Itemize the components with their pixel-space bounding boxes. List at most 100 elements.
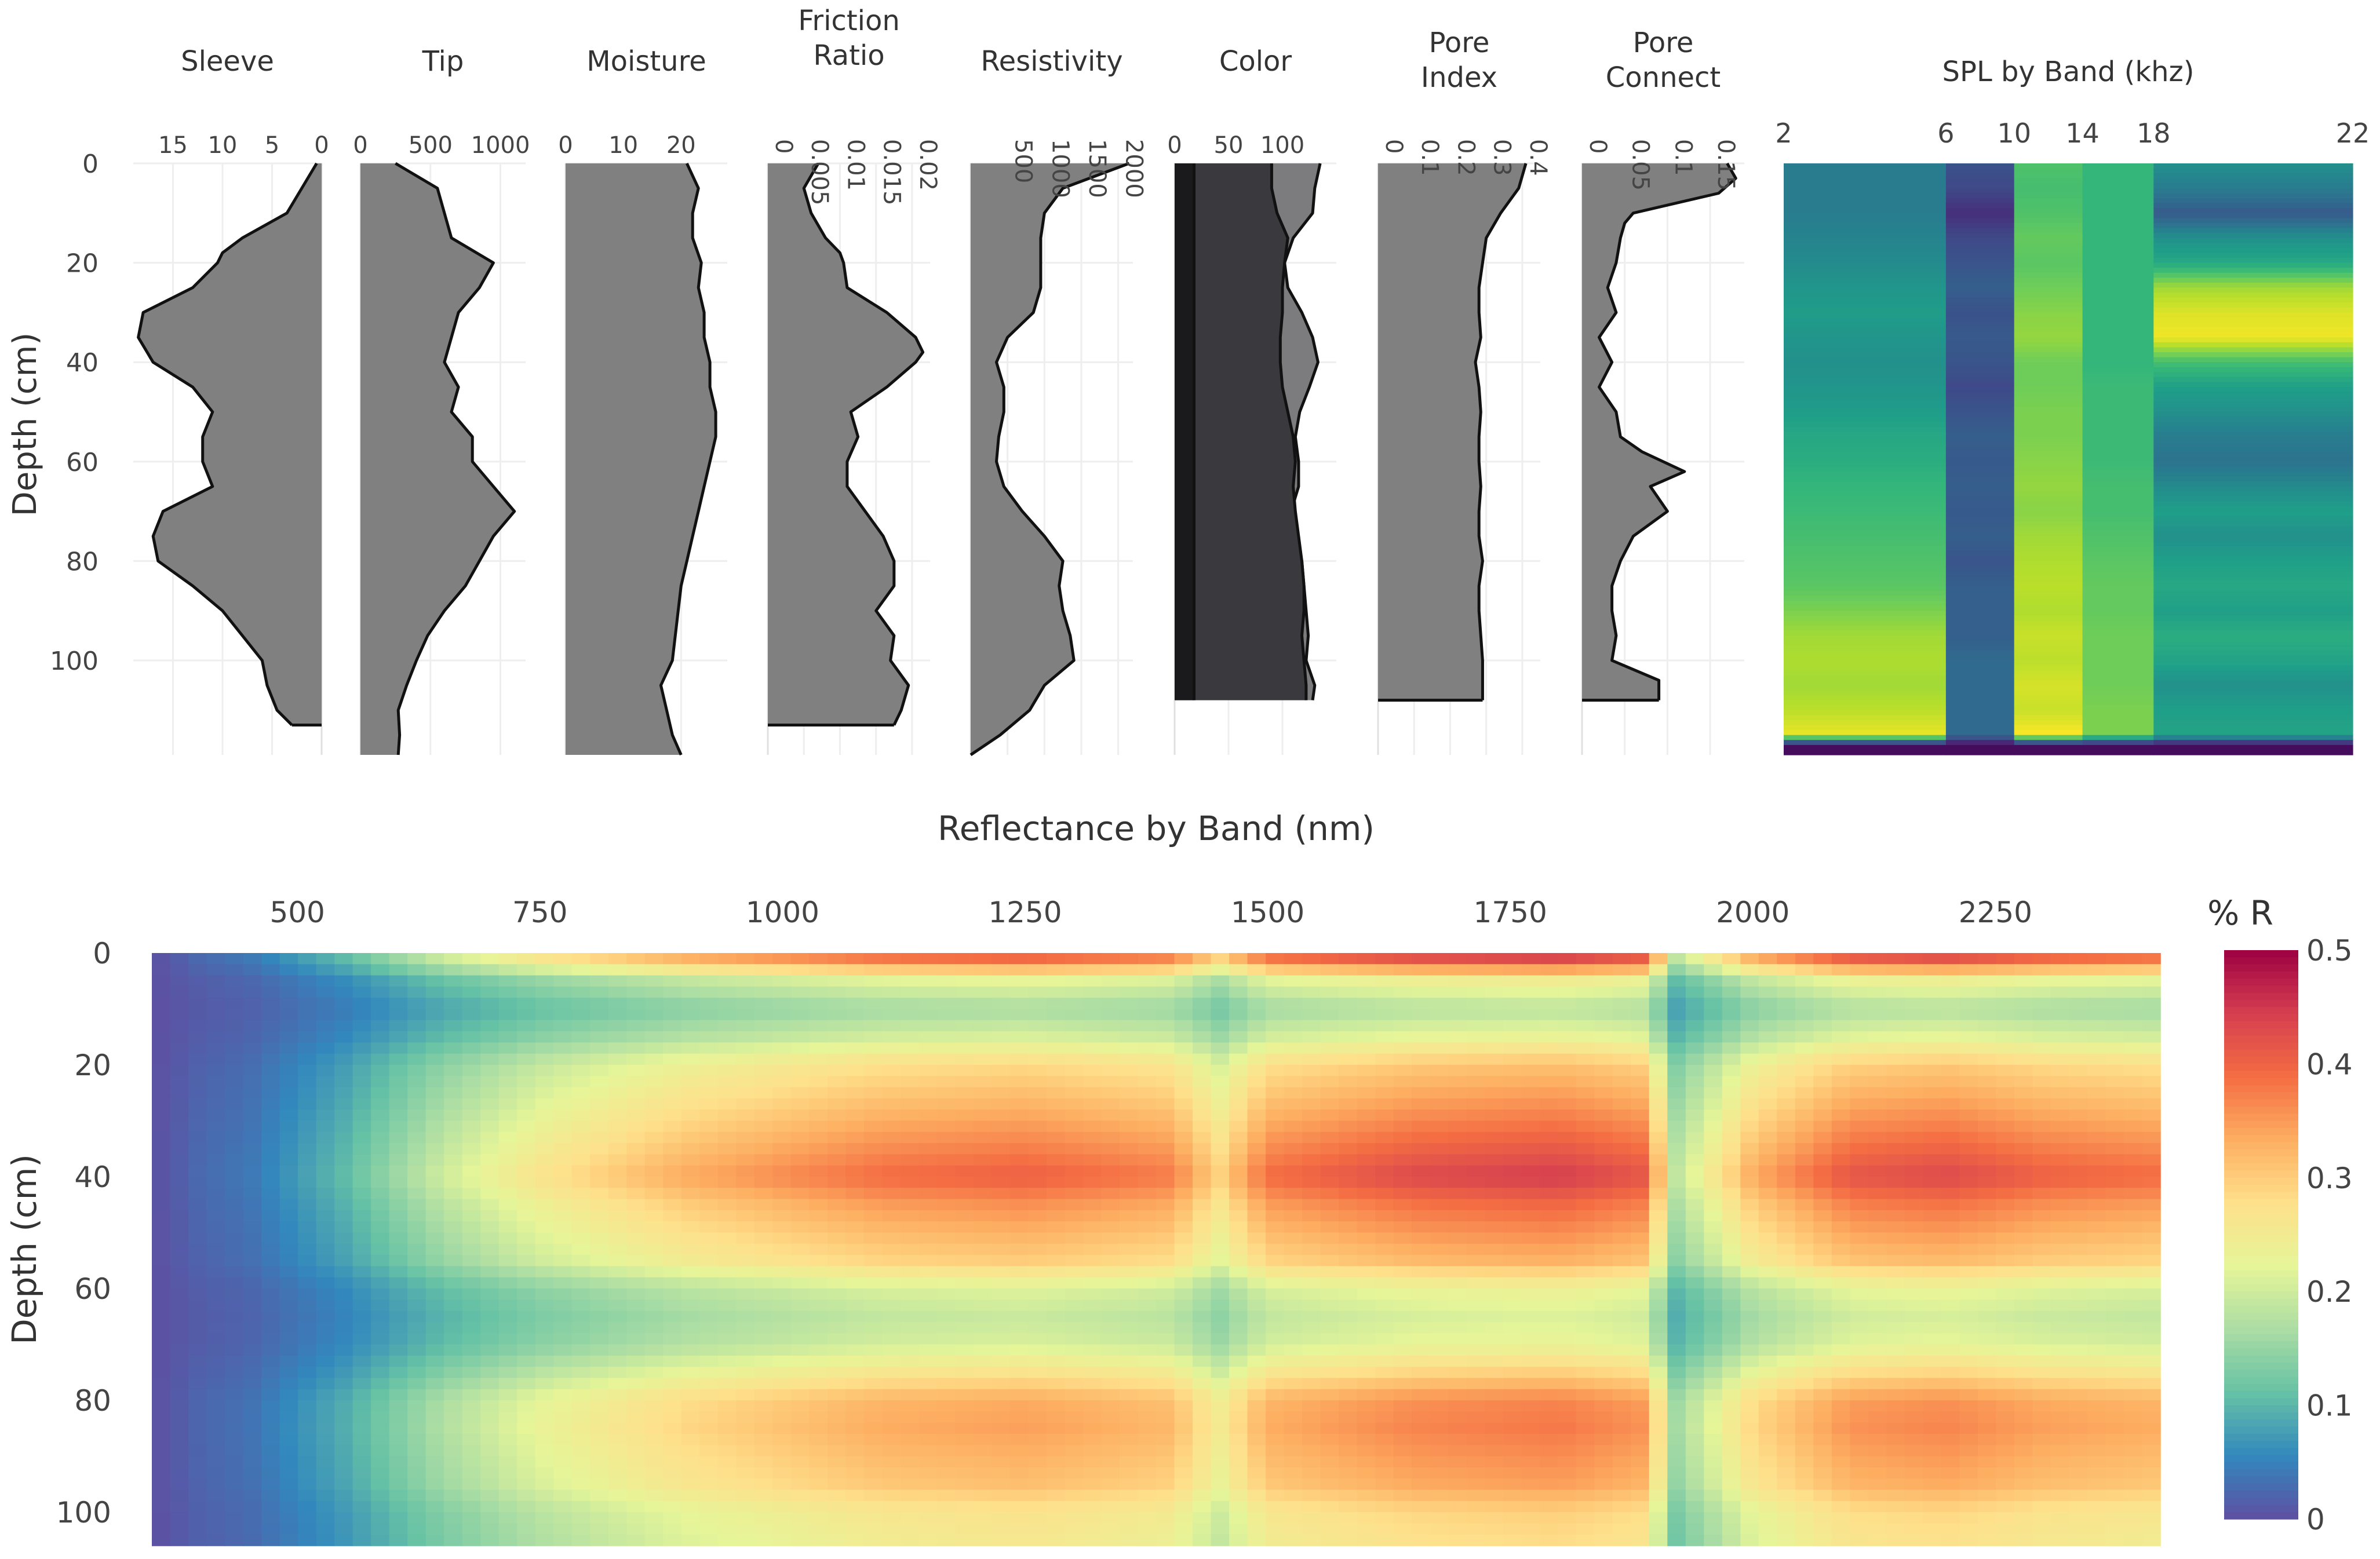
reflectance-cell: [772, 1199, 792, 1211]
reflectance-cell: [717, 1177, 737, 1189]
reflectance-cell: [1156, 1188, 1175, 1200]
reflectance-cell: [553, 1255, 573, 1267]
spl-cell: [2082, 233, 2154, 239]
reflectance-cell: [699, 1355, 719, 1367]
reflectance-cell: [2014, 1299, 2033, 1312]
reflectance-cell: [608, 1299, 627, 1312]
reflectance-cell: [1339, 986, 1358, 998]
reflectance-cell: [188, 998, 207, 1010]
reflectance-cell: [1685, 1344, 1705, 1356]
reflectance-cell: [1065, 1255, 1084, 1267]
reflectance-cell: [1539, 1288, 1558, 1301]
reflectance-cell: [2087, 1042, 2106, 1054]
reflectance-cell: [809, 1255, 828, 1267]
reflectance-cell: [407, 1188, 427, 1200]
reflectance-cell: [644, 1355, 664, 1367]
reflectance-cell: [1065, 1299, 1084, 1312]
reflectance-cell: [1831, 1199, 1851, 1211]
spl-cell: [1945, 198, 2015, 204]
reflectance-cell: [1631, 998, 1650, 1010]
reflectance-cell: [955, 1020, 974, 1032]
reflectance-cell: [2142, 1165, 2161, 1177]
reflectance-cell: [2124, 1288, 2143, 1301]
reflectance-cell: [1339, 1076, 1358, 1088]
reflectance-cell: [1302, 1165, 1321, 1177]
reflectance-cell: [863, 1165, 883, 1177]
reflectance-cell: [571, 1177, 591, 1189]
reflectance-cell: [334, 1165, 353, 1177]
reflectance-cell: [462, 1255, 481, 1267]
reflectance-cell: [389, 1378, 408, 1390]
reflectance-cell: [170, 1143, 189, 1155]
reflectance-cell: [973, 964, 993, 976]
reflectance-cell: [992, 1131, 1011, 1144]
reflectance-cell: [498, 1177, 517, 1189]
spl-cell: [1784, 491, 1947, 497]
reflectance-cell: [992, 1087, 1011, 1099]
spl-cell: [1784, 297, 1947, 303]
reflectance-cell: [900, 1031, 920, 1043]
reflectance-cell: [1521, 1177, 1540, 1189]
reflectance-cell: [900, 1333, 920, 1345]
reflectance-cell: [1996, 1109, 2015, 1122]
reflectance-cell: [517, 1098, 536, 1110]
reflectance-cell: [663, 1367, 682, 1379]
reflectance-cell: [845, 1367, 865, 1379]
spl-cell: [2153, 282, 2353, 289]
spl-cell: [1945, 168, 2015, 174]
reflectance-cell: [936, 975, 956, 987]
reflectance-cell: [1594, 1243, 1613, 1255]
reflectance-cell: [407, 1210, 427, 1222]
reflectance-cell: [1941, 1109, 1960, 1122]
reflectance-cell: [1612, 1232, 1631, 1244]
reflectance-cell: [1138, 1322, 1157, 1334]
reflectance-cell: [1685, 1277, 1705, 1289]
reflectance-cell: [571, 1131, 591, 1144]
reflectance-cell: [1412, 1120, 1431, 1133]
reflectance-cell: [517, 1199, 536, 1211]
reflectance-cell: [425, 1031, 444, 1043]
reflectance-cell: [1083, 964, 1102, 976]
reflectance-cell: [1758, 1131, 1778, 1144]
reflectance-cell: [1850, 1299, 1869, 1312]
reflectance-cell: [827, 975, 847, 987]
spl-cell: [1945, 526, 2015, 532]
reflectance-cell: [882, 1065, 901, 1077]
reflectance-cell: [1777, 1053, 1796, 1065]
reflectance-cell: [1393, 953, 1412, 965]
reflectance-cell: [1357, 1344, 1376, 1356]
reflectance-cell: [1284, 1143, 1303, 1155]
spl-cell: [2014, 501, 2083, 507]
reflectance-cell: [1631, 1131, 1650, 1144]
reflectance-cell: [1174, 986, 1193, 998]
reflectance-cell: [1485, 1367, 1504, 1379]
reflectance-cell: [243, 1277, 262, 1289]
reflectance-cell: [1868, 1310, 1887, 1323]
reflectance-cell: [1795, 1188, 1814, 1200]
reflectance-cell: [1959, 1367, 1978, 1379]
reflectance-cell: [644, 1098, 664, 1110]
reflectance-cell: [1046, 1188, 1066, 1200]
spl-cell: [2082, 362, 2154, 368]
profile-line: [1474, 163, 1528, 700]
reflectance-cell: [352, 1288, 371, 1301]
reflectance-cell: [1813, 1087, 1832, 1099]
reflectance-cell: [480, 1333, 500, 1345]
reflectance-cell: [2050, 1120, 2070, 1133]
reflectance-cell: [1831, 1154, 1851, 1166]
reflectance-cell: [1850, 1165, 1869, 1177]
reflectance-cell: [1229, 953, 1248, 965]
reflectance-cell: [1941, 1165, 1960, 1177]
reflectance-cell: [754, 1333, 774, 1345]
reflectance-cell: [279, 1299, 298, 1312]
reflectance-cell: [170, 986, 189, 998]
reflectance-cell: [1612, 1243, 1631, 1255]
reflectance-cell: [1941, 953, 1960, 965]
reflectance-cell: [1193, 1310, 1212, 1323]
reflectance-cell: [699, 1378, 719, 1390]
reflectance-cell: [699, 998, 719, 1010]
reflectance-cell: [316, 953, 335, 965]
reflectance-cell: [1977, 1355, 1997, 1367]
reflectance-cell: [919, 1131, 938, 1144]
reflectance-cell: [1959, 1131, 1978, 1144]
